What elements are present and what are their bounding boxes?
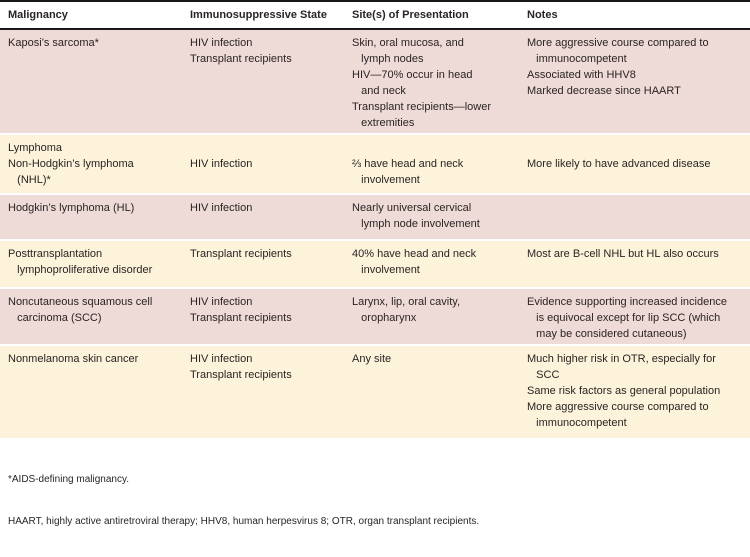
cell-notes: Most are B-cell NHL but HL also occurs [527,248,719,260]
cell-notes [519,200,750,237]
col-header-sites-of-presentation: Site(s) of Presentation [352,9,469,21]
cell-malignancy: Nonmelanoma skin cancer [8,353,139,365]
table-row-non-hodgkins-lymphoma: Lymphoma Non-Hodgkin’s lymphoma (NHL)* H… [0,135,750,193]
cell-malignancy: Posttransplantation lymphoproliferative … [8,248,153,276]
cell-notes: More aggressive course compared to immun… [527,37,709,97]
cell-malignancy: Hodgkin’s lymphoma (HL) [8,202,135,214]
cell-immunosuppressive-state: HIV infection Transplant recipients [190,353,292,381]
table-row-posttransplantation-lymphoproliferative-disorder: Posttransplantation lymphoproliferative … [0,241,750,287]
col-header-immunosuppressive-state: Immunosuppressive State [190,9,327,21]
table-row-hodgkins-lymphoma: Hodgkin’s lymphoma (HL) HIV infection Ne… [0,195,750,239]
footnote-abbreviations: HAART, highly active antiretroviral ther… [8,516,480,527]
cell-sites: ⅔ have head and neck involvement [352,158,464,186]
cell-notes: More likely to have advanced disease [527,158,711,170]
cell-sites: Any site [352,353,392,365]
cell-immunosuppressive-state: HIV infection Transplant recipients [190,37,292,65]
cell-sites: Nearly universal cervical lymph node inv… [352,202,480,230]
table-row-noncutaneous-scc: Noncutaneous squamous cell carcinoma (SC… [0,289,750,344]
cell-malignancy: Noncutaneous squamous cell carcinoma (SC… [8,296,153,324]
cell-immunosuppressive-state: HIV infection [190,158,253,170]
table-row-kaposis-sarcoma: Kaposi’s sarcoma* HIV infection Transpla… [0,30,750,133]
cell-sites: Larynx, lip, oral cavity, oropharynx [352,296,461,324]
cell-sites: 40% have head and neck involvement [352,248,477,276]
col-header-notes: Notes [527,9,558,21]
col-header-malignancy: Malignancy [8,9,68,21]
table-footnotes: *AIDS-defining malignancy. HAART, highly… [0,440,750,557]
table-row-nonmelanoma-skin-cancer: Nonmelanoma skin cancer HIV infection Tr… [0,346,750,438]
cell-immunosuppressive-state: HIV infection Transplant recipients [190,296,292,324]
table-header-row: Malignancy Immunosuppressive State Site(… [0,2,750,30]
cell-notes: Much higher risk in OTR, especially for … [527,353,721,429]
cell-immunosuppressive-state: HIV infection [190,202,253,214]
cell-malignancy: Lymphoma Non-Hodgkin’s lymphoma (NHL)* [8,142,134,186]
cell-immunosuppressive-state: Transplant recipients [190,248,292,260]
cell-malignancy: Kaposi’s sarcoma* [8,37,99,49]
cell-sites: Skin, oral mucosa, and lymph nodes HIV—7… [352,37,491,129]
footnote-aids-defining: *AIDS-defining malignancy. [8,474,129,485]
cell-notes: Evidence supporting increased incidence … [527,296,727,340]
